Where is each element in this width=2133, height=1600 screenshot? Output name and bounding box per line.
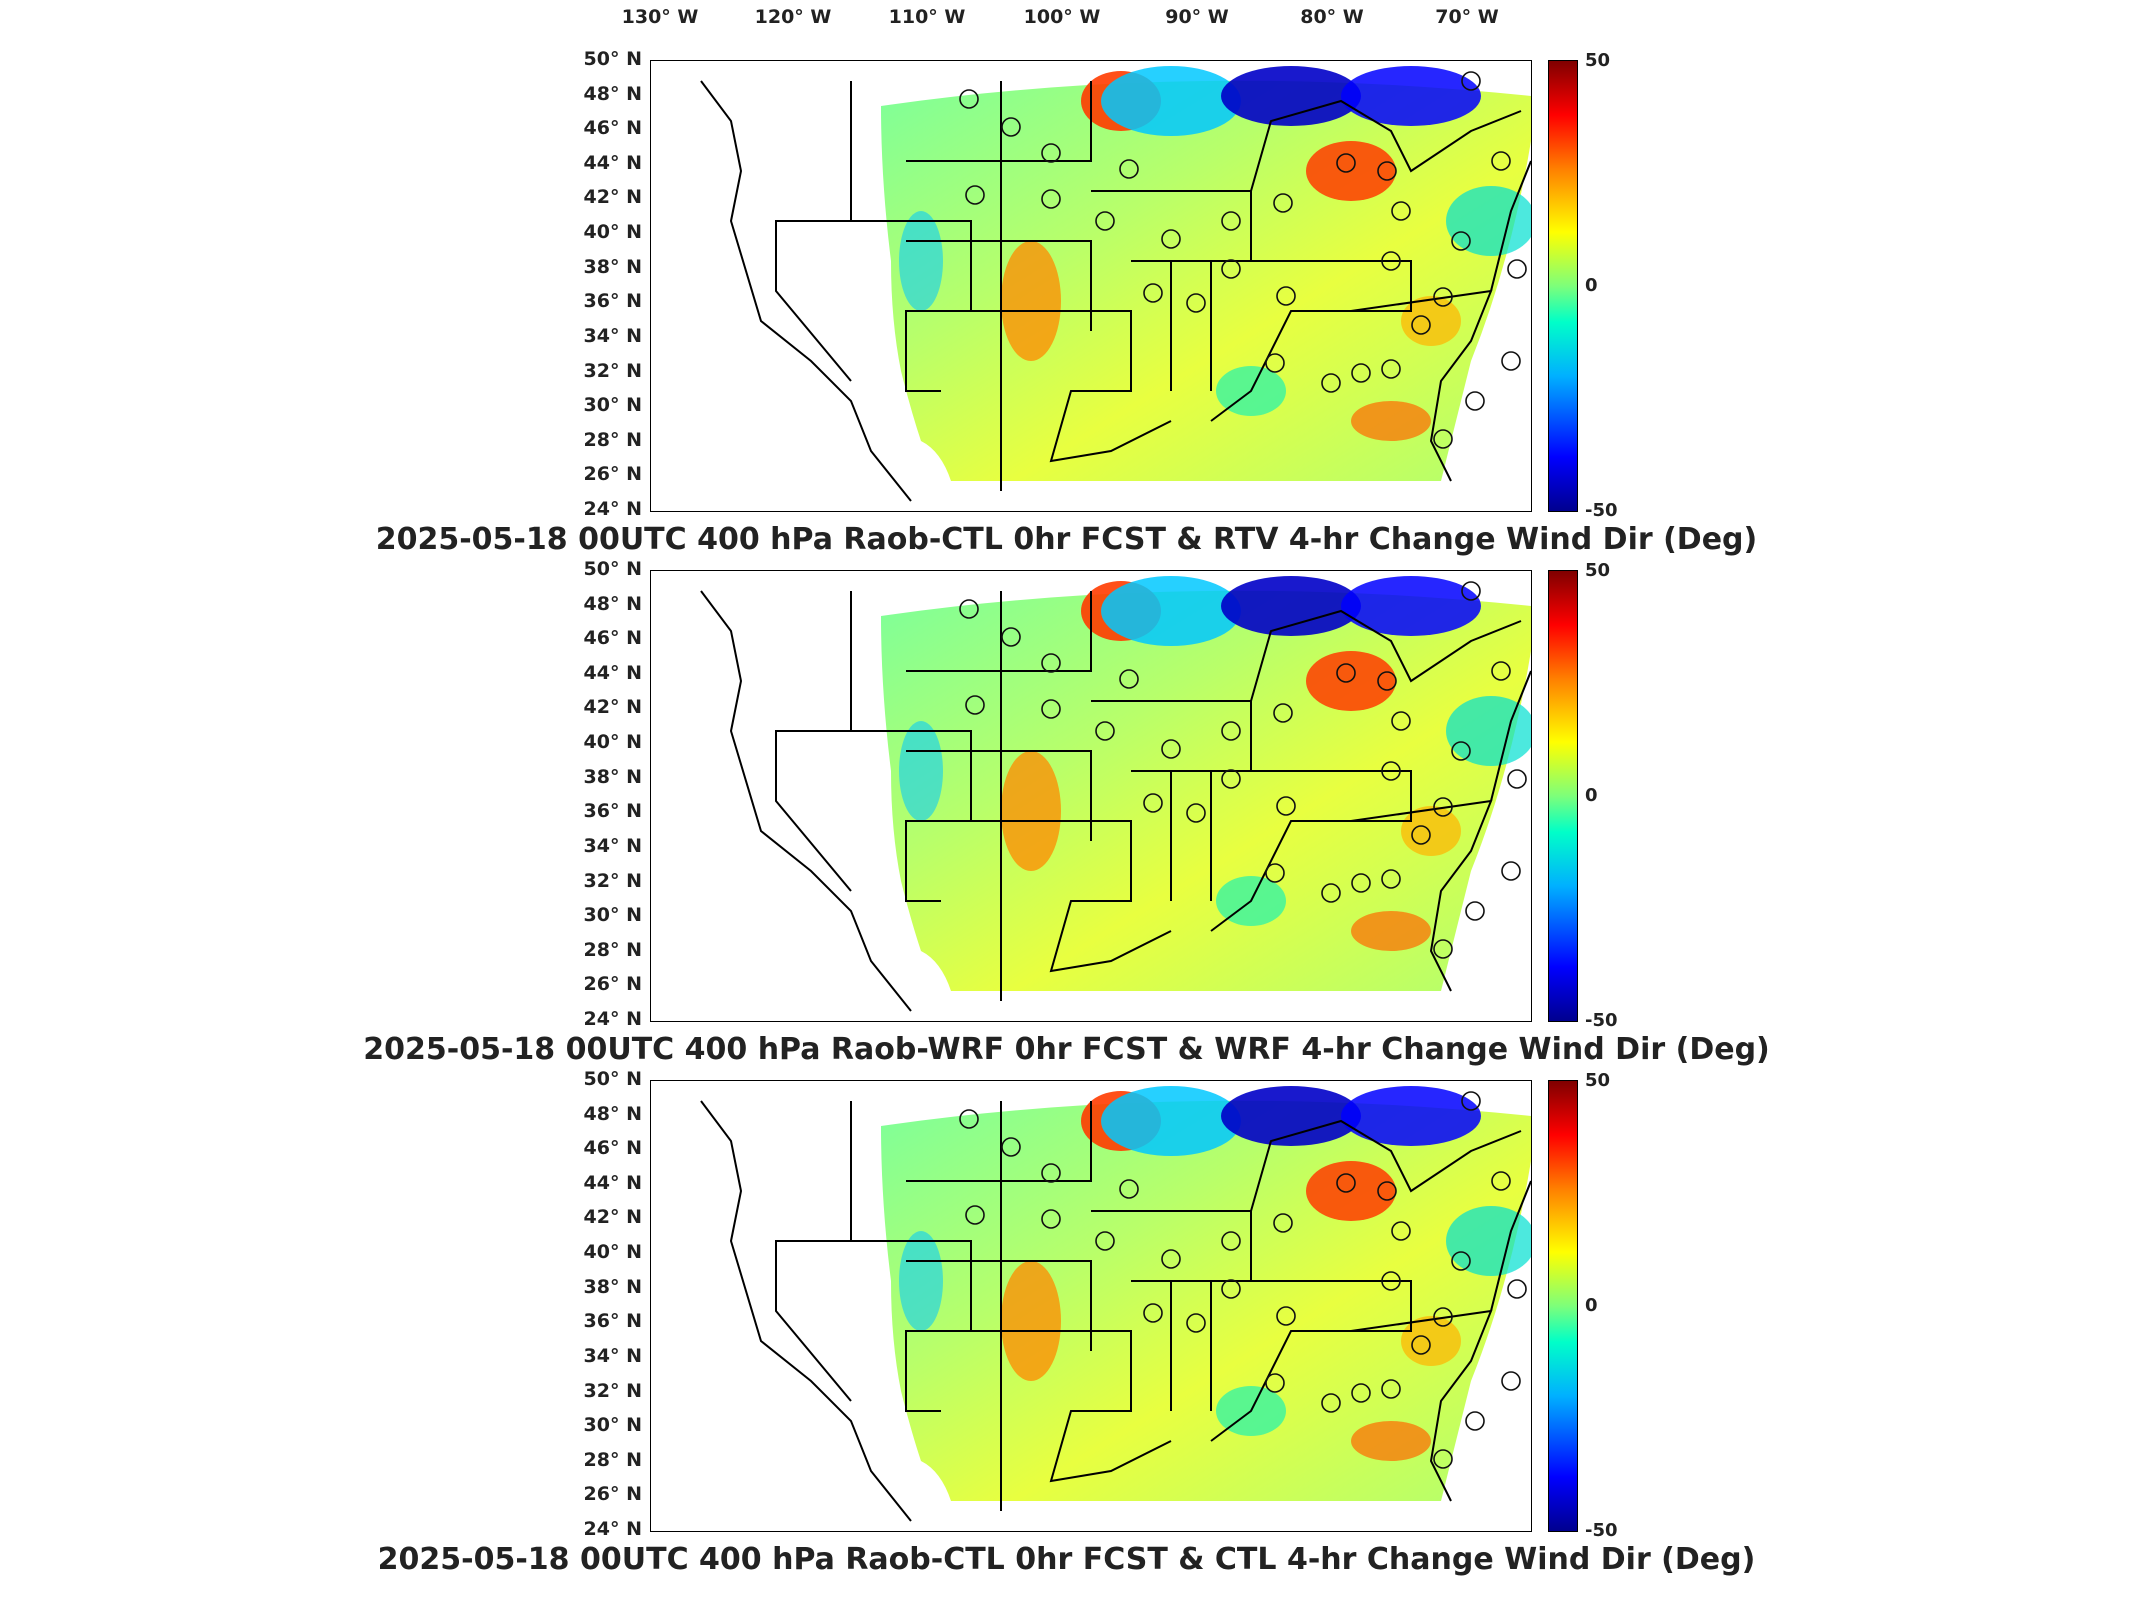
- lon-label: 100° W: [1023, 6, 1101, 28]
- lat-label: 44° N: [583, 151, 642, 174]
- lat-label: 48° N: [583, 592, 642, 615]
- lat-label: 26° N: [583, 1483, 642, 1506]
- longitude-axis: 130° W 120° W 110° W 100° W 90° W 80° W …: [0, 6, 2133, 36]
- map-plot: [650, 60, 1532, 512]
- map-plot: [650, 570, 1532, 1022]
- lat-label: 50° N: [583, 1068, 642, 1090]
- lat-label: 36° N: [583, 1310, 642, 1333]
- lat-label: 38° N: [583, 1275, 642, 1298]
- colorbar-max-label: 50: [1585, 1070, 1611, 1091]
- map-svg: [700, 576, 1531, 1012]
- lat-label: 30° N: [583, 1414, 642, 1437]
- lat-label: 38° N: [583, 255, 642, 278]
- colorbar-mid-label: 0: [1585, 275, 1598, 296]
- lat-label: 32° N: [583, 869, 642, 892]
- lat-label: 28° N: [583, 428, 642, 451]
- lat-label: 32° N: [583, 359, 642, 382]
- lat-label: 40° N: [583, 731, 642, 754]
- colorbar-min-label: -50: [1585, 1520, 1618, 1541]
- lat-label: 46° N: [583, 117, 642, 140]
- lon-label: 80° W: [1300, 6, 1364, 28]
- lat-label: 48° N: [583, 82, 642, 105]
- colorbar: [1548, 1080, 1578, 1532]
- colorbar: [1548, 60, 1578, 512]
- colorbar-mid-label: 0: [1585, 1295, 1598, 1316]
- lat-label: 34° N: [583, 324, 642, 347]
- colorbar: [1548, 570, 1578, 1022]
- lat-label: 46° N: [583, 627, 642, 650]
- lat-label: 42° N: [583, 696, 642, 719]
- lat-label: 42° N: [583, 186, 642, 209]
- panel-title: 2025-05-18 00UTC 400 hPa Raob-CTL 0hr FC…: [377, 1542, 1756, 1577]
- lat-label: 50° N: [583, 48, 642, 70]
- colorbar-max-label: 50: [1585, 560, 1611, 581]
- lat-label: 38° N: [583, 765, 642, 788]
- lat-label: 48° N: [583, 1102, 642, 1125]
- lat-label: 28° N: [583, 1448, 642, 1471]
- lat-label: 24° N: [583, 1008, 642, 1030]
- lat-label: 42° N: [583, 1206, 642, 1229]
- lon-label: 70° W: [1435, 6, 1499, 28]
- lat-label: 50° N: [583, 558, 642, 580]
- map-svg: [700, 1086, 1531, 1522]
- lat-label: 30° N: [583, 904, 642, 927]
- lat-label: 26° N: [583, 973, 642, 996]
- colorbar-min-label: -50: [1585, 1010, 1618, 1031]
- lat-label: 24° N: [583, 498, 642, 520]
- lat-label: 40° N: [583, 1241, 642, 1264]
- lon-label: 110° W: [888, 6, 966, 28]
- lat-label: 30° N: [583, 394, 642, 417]
- lon-label: 120° W: [754, 6, 832, 28]
- lat-label: 32° N: [583, 1379, 642, 1402]
- lon-label: 90° W: [1165, 6, 1229, 28]
- lon-label: 130° W: [621, 6, 699, 28]
- colorbar-max-label: 50: [1585, 50, 1611, 71]
- colorbar-mid-label: 0: [1585, 785, 1598, 806]
- lat-label: 44° N: [583, 1171, 642, 1194]
- lat-label: 36° N: [583, 290, 642, 313]
- panel-title: 2025-05-18 00UTC 400 hPa Raob-CTL 0hr FC…: [375, 522, 1758, 557]
- map-svg: [700, 66, 1531, 502]
- lat-label: 24° N: [583, 1518, 642, 1540]
- lat-label: 46° N: [583, 1137, 642, 1160]
- lat-label: 26° N: [583, 463, 642, 486]
- lat-label: 28° N: [583, 938, 642, 961]
- lat-label: 36° N: [583, 800, 642, 823]
- lat-label: 40° N: [583, 221, 642, 244]
- lat-label: 34° N: [583, 834, 642, 857]
- panel-title: 2025-05-18 00UTC 400 hPa Raob-WRF 0hr FC…: [363, 1032, 1770, 1067]
- lat-label: 44° N: [583, 661, 642, 684]
- lat-label: 34° N: [583, 1344, 642, 1367]
- colorbar-min-label: -50: [1585, 500, 1618, 521]
- map-plot: [650, 1080, 1532, 1532]
